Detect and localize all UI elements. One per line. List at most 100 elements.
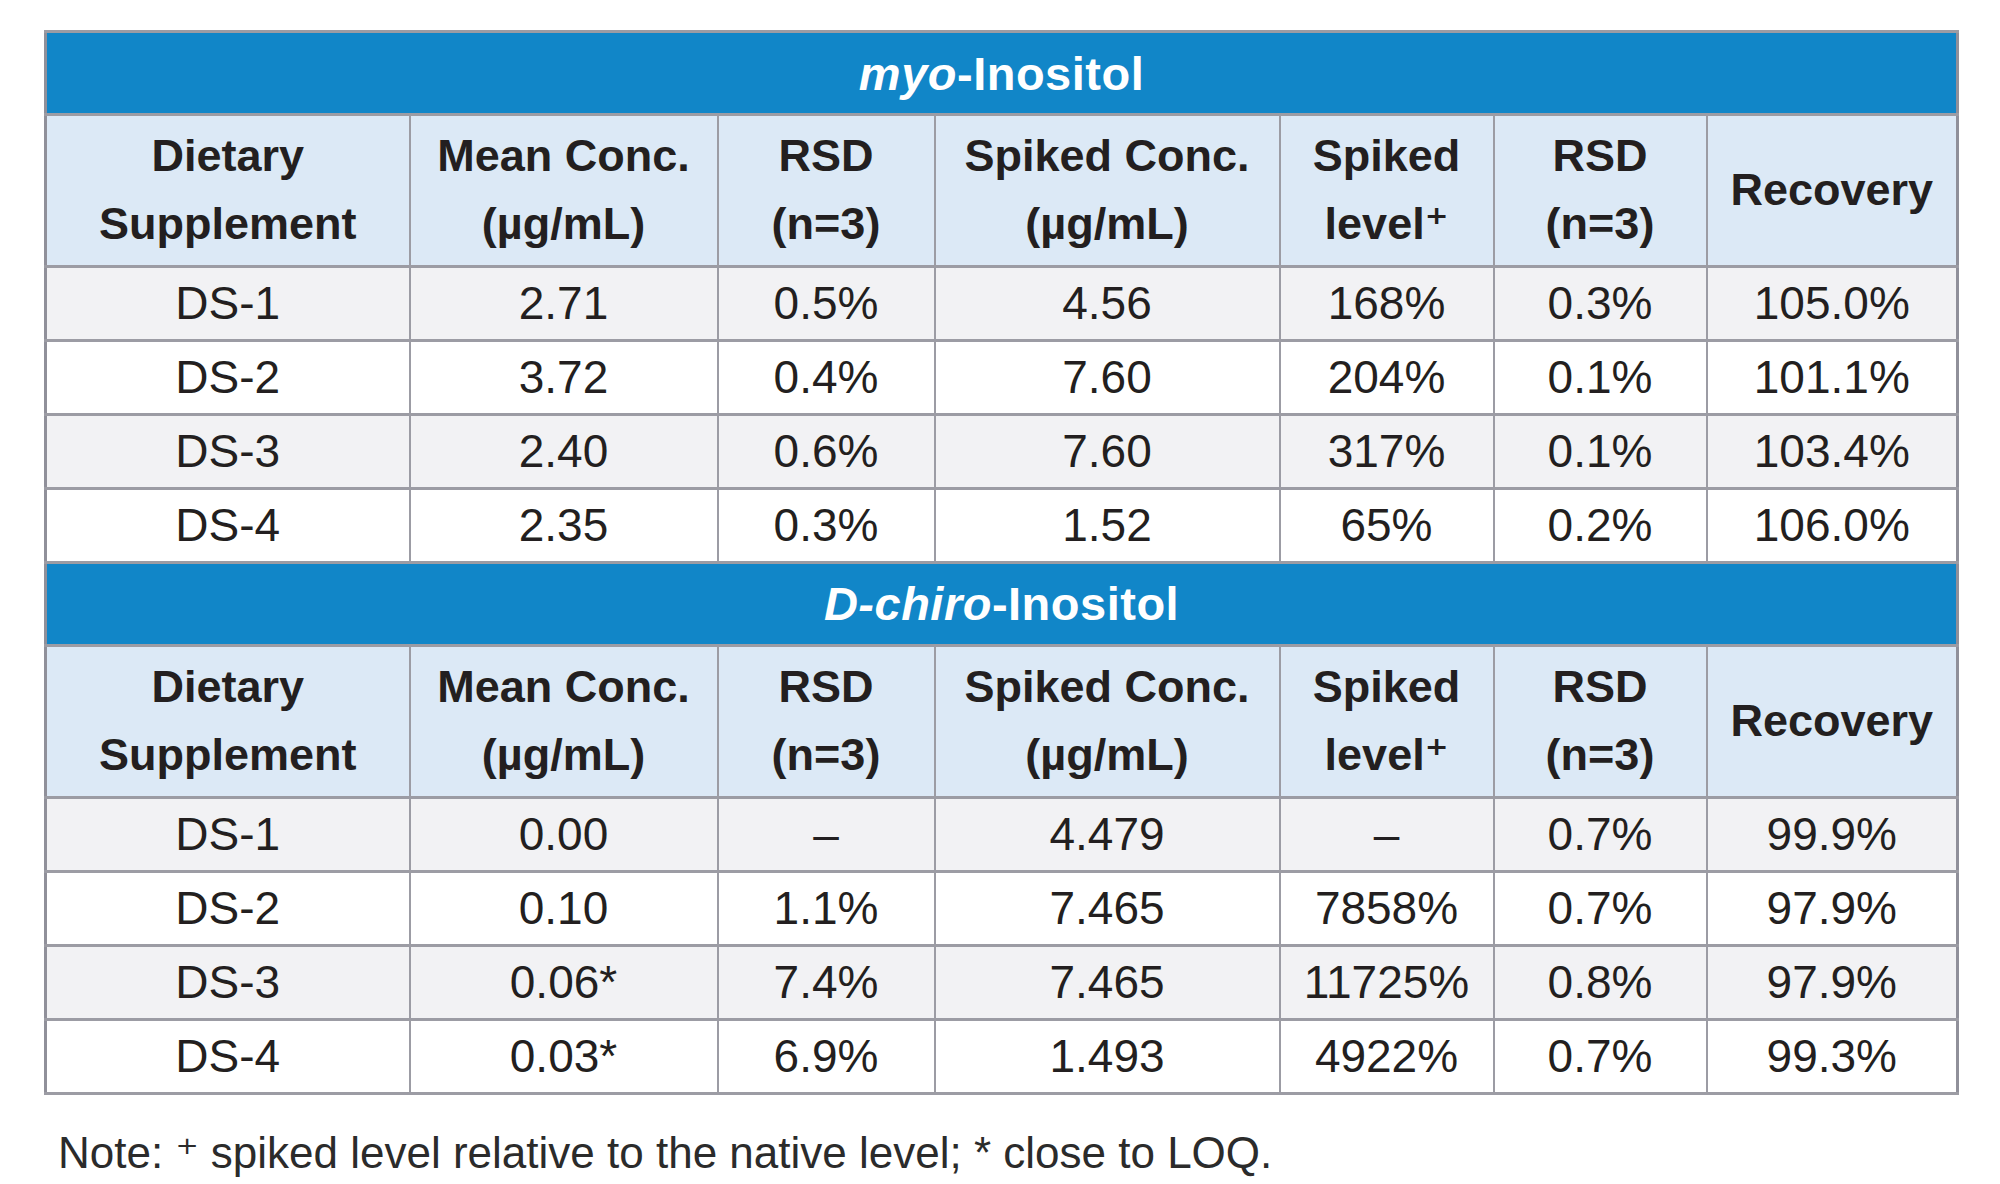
cell-spiked-level: 317% [1280,414,1494,488]
title-regular-part: -Inositol [957,47,1144,100]
cell-recovery: 103.4% [1707,414,1958,488]
header-line: RSD [723,653,930,721]
header-line: RSD [1499,122,1702,190]
table-row-ds1: DS-1 0.00 – 4.479 – 0.7% 99.9% [46,797,1958,871]
cell-recovery: 97.9% [1707,945,1958,1019]
header-line: (n=3) [1499,190,1702,258]
cell-mean-conc: 2.35 [410,488,718,562]
cell-rsd-native: 0.5% [718,266,935,340]
cell-spiked-conc: 7.60 [935,414,1280,488]
col-header-dietary-supplement: DietarySupplement [46,645,410,797]
cell-spiked-level: 7858% [1280,871,1494,945]
header-row: DietarySupplement Mean Conc.(µg/mL) RSD(… [46,645,1958,797]
col-header-rsd-spiked: RSD(n=3) [1494,115,1707,267]
header-line: Recovery [1712,687,1953,755]
header-line: level⁺ [1285,721,1489,789]
cell-dietary-supplement: DS-4 [46,488,410,562]
cell-recovery: 97.9% [1707,871,1958,945]
cell-rsd-native: 0.4% [718,340,935,414]
cell-rsd-spiked: 0.7% [1494,797,1707,871]
header-line: RSD [723,122,930,190]
table-row-ds1: DS-1 2.71 0.5% 4.56 168% 0.3% 105.0% [46,266,1958,340]
cell-recovery: 105.0% [1707,266,1958,340]
cell-mean-conc: 0.03* [410,1019,718,1093]
header-row: DietarySupplement Mean Conc.(µg/mL) RSD(… [46,115,1958,267]
cell-rsd-native: 0.3% [718,488,935,562]
header-line: Recovery [1712,156,1953,224]
header-line: (n=3) [723,721,930,789]
header-line: Mean Conc. [415,653,713,721]
header-line: level⁺ [1285,190,1489,258]
header-line: Mean Conc. [415,122,713,190]
cell-spiked-level: 65% [1280,488,1494,562]
table-row-ds2: DS-2 0.10 1.1% 7.465 7858% 0.7% 97.9% [46,871,1958,945]
header-line: (µg/mL) [415,190,713,258]
col-header-mean-conc: Mean Conc.(µg/mL) [410,115,718,267]
title-italic-part: myo [859,47,957,100]
cell-rsd-native: 0.6% [718,414,935,488]
cell-recovery: 99.9% [1707,797,1958,871]
col-header-spiked-conc: Spiked Conc.(µg/mL) [935,645,1280,797]
cell-rsd-spiked: 0.3% [1494,266,1707,340]
cell-mean-conc: 0.00 [410,797,718,871]
header-line: Spiked [1285,653,1489,721]
cell-spiked-conc: 7.60 [935,340,1280,414]
inositol-recovery-table: myo-Inositol DietarySupplement Mean Conc… [44,30,1959,1095]
col-header-spiked-level: Spikedlevel⁺ [1280,115,1494,267]
cell-spiked-conc: 7.465 [935,945,1280,1019]
cell-spiked-conc: 1.493 [935,1019,1280,1093]
cell-rsd-native: 1.1% [718,871,935,945]
header-line: RSD [1499,653,1702,721]
cell-dietary-supplement: DS-2 [46,340,410,414]
cell-rsd-native: – [718,797,935,871]
cell-rsd-native: 7.4% [718,945,935,1019]
cell-dietary-supplement: DS-2 [46,871,410,945]
table-row-ds3: DS-3 0.06* 7.4% 7.465 11725% 0.8% 97.9% [46,945,1958,1019]
table-row-ds2: DS-2 3.72 0.4% 7.60 204% 0.1% 101.1% [46,340,1958,414]
header-line: Supplement [51,721,405,789]
cell-dietary-supplement: DS-3 [46,414,410,488]
title-italic-part: D-chiro [824,577,992,630]
cell-mean-conc: 0.06* [410,945,718,1019]
header-line: Spiked Conc. [940,653,1275,721]
cell-mean-conc: 3.72 [410,340,718,414]
col-header-recovery: Recovery [1707,645,1958,797]
cell-spiked-conc: 4.479 [935,797,1280,871]
cell-spiked-conc: 1.52 [935,488,1280,562]
col-header-spiked-conc: Spiked Conc.(µg/mL) [935,115,1280,267]
table-row-ds4: DS-4 0.03* 6.9% 1.493 4922% 0.7% 99.3% [46,1019,1958,1093]
table-row-ds4: DS-4 2.35 0.3% 1.52 65% 0.2% 106.0% [46,488,1958,562]
section-title-row-dchiro: D-chiro-Inositol [46,562,1958,645]
header-line: Dietary [51,122,405,190]
col-header-recovery: Recovery [1707,115,1958,267]
footnote: Note: ⁺ spiked level relative to the nat… [44,1127,1956,1178]
section-title-dchiro-inositol: D-chiro-Inositol [46,562,1958,645]
col-header-spiked-level: Spikedlevel⁺ [1280,645,1494,797]
cell-rsd-spiked: 0.1% [1494,414,1707,488]
cell-recovery: 99.3% [1707,1019,1958,1093]
header-line: (µg/mL) [415,721,713,789]
cell-mean-conc: 2.71 [410,266,718,340]
col-header-rsd-spiked: RSD(n=3) [1494,645,1707,797]
section-title-myo-inositol: myo-Inositol [46,32,1958,115]
cell-spiked-level: 4922% [1280,1019,1494,1093]
cell-spiked-conc: 7.465 [935,871,1280,945]
header-line: Spiked [1285,122,1489,190]
cell-spiked-level: – [1280,797,1494,871]
header-line: Spiked Conc. [940,122,1275,190]
section-title-row-myo: myo-Inositol [46,32,1958,115]
header-line: (n=3) [1499,721,1702,789]
cell-rsd-native: 6.9% [718,1019,935,1093]
header-line: (n=3) [723,190,930,258]
cell-rsd-spiked: 0.7% [1494,1019,1707,1093]
cell-spiked-conc: 4.56 [935,266,1280,340]
page: myo-Inositol DietarySupplement Mean Conc… [0,0,2000,1184]
table-row-ds3: DS-3 2.40 0.6% 7.60 317% 0.1% 103.4% [46,414,1958,488]
cell-dietary-supplement: DS-3 [46,945,410,1019]
cell-dietary-supplement: DS-1 [46,797,410,871]
cell-spiked-level: 204% [1280,340,1494,414]
cell-rsd-spiked: 0.7% [1494,871,1707,945]
cell-spiked-level: 11725% [1280,945,1494,1019]
cell-mean-conc: 2.40 [410,414,718,488]
col-header-rsd-native: RSD(n=3) [718,115,935,267]
